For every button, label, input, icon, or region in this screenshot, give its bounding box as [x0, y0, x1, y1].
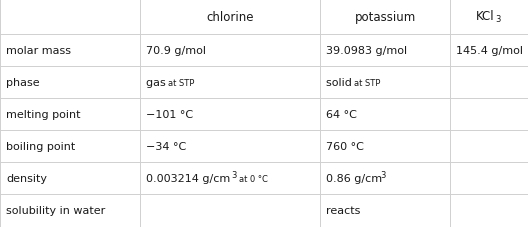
- Text: 70.9 g/mol: 70.9 g/mol: [146, 46, 206, 56]
- Text: 760 °C: 760 °C: [326, 141, 364, 151]
- Text: at 0 °C: at 0 °C: [239, 174, 268, 183]
- Text: reacts: reacts: [326, 206, 361, 216]
- Text: −34 °C: −34 °C: [146, 141, 186, 151]
- Text: phase: phase: [6, 78, 40, 88]
- Text: 3: 3: [495, 15, 501, 24]
- Text: KCl: KCl: [476, 10, 494, 23]
- Text: 39.0983 g/mol: 39.0983 g/mol: [326, 46, 407, 56]
- Text: 3: 3: [231, 170, 237, 179]
- Text: at STP: at STP: [168, 78, 194, 87]
- Text: boiling point: boiling point: [6, 141, 76, 151]
- Text: 3: 3: [380, 170, 385, 179]
- Text: solid: solid: [326, 78, 355, 88]
- Text: potassium: potassium: [354, 11, 416, 24]
- Text: −101 °C: −101 °C: [146, 109, 193, 119]
- Text: at STP: at STP: [354, 78, 380, 87]
- Text: molar mass: molar mass: [6, 46, 71, 56]
- Text: chlorine: chlorine: [206, 11, 254, 24]
- Text: density: density: [6, 173, 47, 183]
- Text: melting point: melting point: [6, 109, 80, 119]
- Text: 145.4 g/mol: 145.4 g/mol: [456, 46, 523, 56]
- Text: 0.003214 g/cm: 0.003214 g/cm: [146, 173, 230, 183]
- Text: solubility in water: solubility in water: [6, 206, 105, 216]
- Text: 64 °C: 64 °C: [326, 109, 357, 119]
- Text: gas: gas: [146, 78, 169, 88]
- Text: 0.86 g/cm: 0.86 g/cm: [326, 173, 382, 183]
